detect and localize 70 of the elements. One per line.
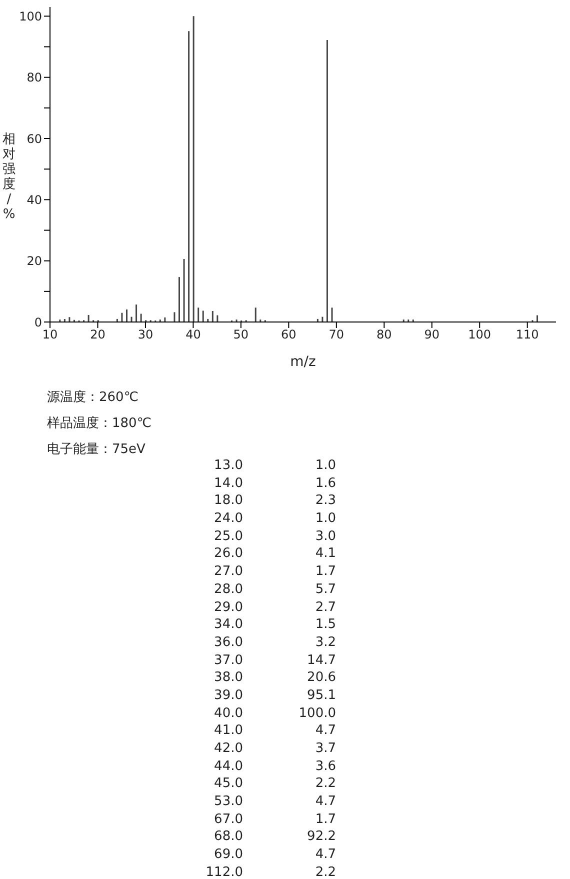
text: 电子能量：75eV xyxy=(47,441,146,459)
text: 3.2 xyxy=(315,634,336,650)
text: 20.6 xyxy=(307,670,336,686)
text: 14.7 xyxy=(307,652,336,668)
y-tick-label: 0 xyxy=(34,315,42,330)
text: 2.7 xyxy=(315,600,336,614)
text: 92.2 xyxy=(307,829,336,844)
x-tick-label: 10 xyxy=(42,328,58,342)
text: 2.3 xyxy=(315,493,336,508)
text: 3.0 xyxy=(315,528,336,544)
x-tick-label: 40 xyxy=(186,328,201,342)
x-tick-label: 110 xyxy=(516,328,539,342)
text: 67.0 xyxy=(214,812,243,827)
x-tick-label: 50 xyxy=(233,328,249,342)
text: 39.0 xyxy=(214,688,243,703)
text: 源温度：260℃ xyxy=(47,389,140,407)
y-tick-label: 100 xyxy=(19,9,42,24)
text: 4.1 xyxy=(315,546,336,562)
text: 1.0 xyxy=(315,511,336,526)
text: 13.0 xyxy=(214,458,243,473)
text: 1.6 xyxy=(315,476,336,491)
text: 68.0 xyxy=(214,829,243,844)
text: 27.0 xyxy=(214,564,243,580)
y-tick-label: 60 xyxy=(26,132,42,146)
text: 2.2 xyxy=(315,776,336,792)
x-axis-title: m/z xyxy=(290,354,316,370)
text: 1.0 xyxy=(315,458,336,473)
x-tick-label: 100 xyxy=(468,328,492,342)
text: 3.7 xyxy=(315,741,336,756)
text: 100.0 xyxy=(298,706,336,721)
x-tick-label: 20 xyxy=(90,328,106,342)
text: 95.1 xyxy=(307,688,336,703)
text: 25.0 xyxy=(214,528,243,544)
text: 4.7 xyxy=(315,847,336,862)
x-tick-label: 70 xyxy=(328,328,344,342)
text: 24.0 xyxy=(214,511,243,526)
text: 4.7 xyxy=(315,723,336,738)
text: 42.0 xyxy=(214,741,243,756)
text: 5.7 xyxy=(315,582,336,597)
text: 4.7 xyxy=(315,794,336,810)
text: 28.0 xyxy=(214,582,243,597)
x-tick-label: 80 xyxy=(376,328,392,342)
text: 41.0 xyxy=(214,723,243,738)
text: 34.0 xyxy=(214,617,243,632)
text: 40.0 xyxy=(214,706,243,721)
text: 112.0 xyxy=(206,864,243,879)
text: 44.0 xyxy=(214,758,243,774)
text: 69.0 xyxy=(214,847,243,862)
text: 38.0 xyxy=(214,670,243,686)
text: 18.0 xyxy=(214,493,243,508)
text: 29.0 xyxy=(214,600,243,614)
text: 53.0 xyxy=(214,794,243,810)
text: 26.0 xyxy=(214,546,243,562)
text: 1.5 xyxy=(315,617,336,632)
y-axis-title: 相对强度/% xyxy=(2,132,16,222)
y-tick-label: 40 xyxy=(26,192,42,207)
x-tick-label: 30 xyxy=(138,328,154,342)
text: 36.0 xyxy=(214,634,243,650)
y-tick-label: 80 xyxy=(26,70,42,85)
text: 45.0 xyxy=(214,776,243,792)
text: 1.7 xyxy=(315,564,336,580)
text: 样品温度：180℃ xyxy=(47,415,152,433)
text: 2.2 xyxy=(315,864,336,879)
text: 3.6 xyxy=(315,758,336,774)
x-tick-label: 90 xyxy=(424,328,440,342)
y-tick-label: 20 xyxy=(26,254,42,268)
text: 1.7 xyxy=(315,812,336,827)
text: 14.0 xyxy=(214,476,243,491)
x-tick-label: 60 xyxy=(281,328,296,342)
text: 37.0 xyxy=(214,652,243,668)
